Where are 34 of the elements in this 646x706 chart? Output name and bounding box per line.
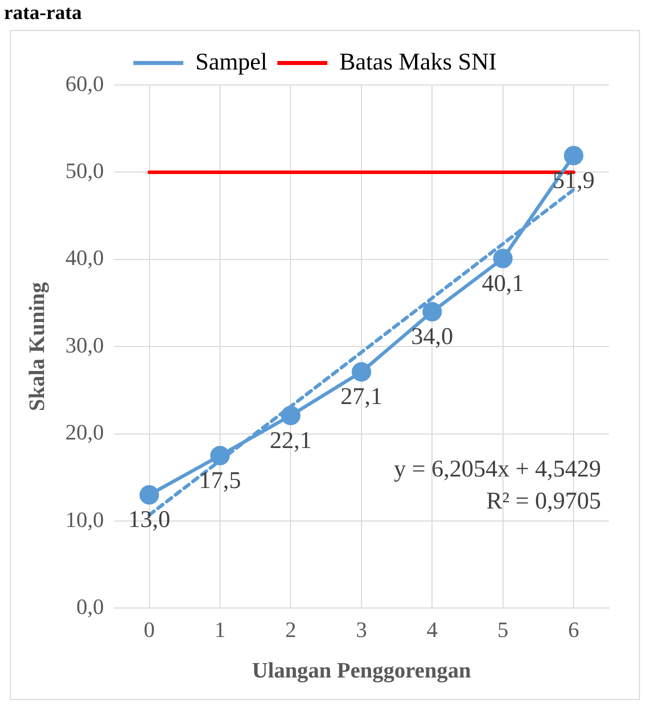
point bbox=[210, 446, 230, 466]
data-label: 13,0 bbox=[128, 507, 170, 534]
point bbox=[564, 146, 584, 166]
point bbox=[422, 302, 442, 322]
y-tick-label: 30,0 bbox=[65, 332, 104, 358]
x-tick-label: 1 bbox=[214, 617, 226, 642]
annotation: y = 6,2054x + 4,5429 bbox=[394, 456, 601, 482]
data-label: 40,1 bbox=[482, 270, 524, 297]
y-tick-label: 60,0 bbox=[65, 70, 104, 96]
x-tick-label: 3 bbox=[356, 617, 367, 642]
point bbox=[280, 406, 300, 426]
x-tick-label: 4 bbox=[426, 617, 438, 642]
data-label: 27,1 bbox=[340, 384, 382, 410]
y-axis-title: Skala Kuning bbox=[24, 282, 49, 412]
annotation: R² = 0,9705 bbox=[486, 488, 601, 514]
x-tick-label: 6 bbox=[568, 617, 580, 642]
x-axis-title: Ulangan Penggorengan bbox=[252, 657, 471, 682]
point bbox=[352, 362, 372, 382]
data-label: 17,5 bbox=[198, 468, 241, 494]
x-tick-label: 5 bbox=[497, 617, 508, 642]
y-tick-label: 0,0 bbox=[76, 594, 104, 619]
point bbox=[140, 485, 160, 505]
y-tick-label: 20,0 bbox=[65, 420, 104, 445]
legend-label: Batas Maks SNI bbox=[339, 49, 497, 76]
data-label: 22,1 bbox=[270, 428, 312, 454]
chart-title: rata-rata bbox=[4, 2, 82, 25]
y-tick-label: 10,0 bbox=[65, 506, 104, 532]
x-tick-label: 2 bbox=[285, 617, 296, 642]
point bbox=[493, 248, 513, 268]
y-tick-label: 40,0 bbox=[65, 245, 104, 270]
legend-label: Sampel bbox=[195, 49, 268, 76]
data-label: 34,0 bbox=[411, 324, 454, 350]
x-tick-label: 0 bbox=[144, 617, 155, 642]
y-tick-label: 50,0 bbox=[65, 158, 104, 183]
